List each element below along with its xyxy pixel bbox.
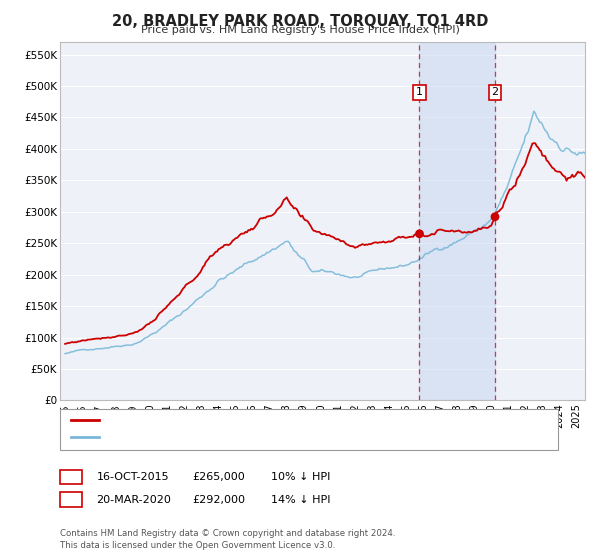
Text: 1: 1 — [67, 472, 74, 482]
Text: £292,000: £292,000 — [193, 494, 245, 505]
Text: 20, BRADLEY PARK ROAD, TORQUAY, TQ1 4RD (detached house): 20, BRADLEY PARK ROAD, TORQUAY, TQ1 4RD … — [106, 416, 441, 425]
Point — [490, 212, 500, 221]
Text: 2: 2 — [67, 494, 74, 505]
Text: 1: 1 — [416, 87, 423, 97]
Point — [415, 229, 424, 238]
Text: 16-OCT-2015: 16-OCT-2015 — [97, 472, 169, 482]
Text: 20, BRADLEY PARK ROAD, TORQUAY, TQ1 4RD: 20, BRADLEY PARK ROAD, TORQUAY, TQ1 4RD — [112, 14, 488, 29]
Text: Contains HM Land Registry data © Crown copyright and database right 2024.: Contains HM Land Registry data © Crown c… — [60, 529, 395, 538]
Text: £265,000: £265,000 — [193, 472, 245, 482]
Text: HPI: Average price, detached house, Torbay: HPI: Average price, detached house, Torb… — [106, 432, 334, 442]
Text: 20-MAR-2020: 20-MAR-2020 — [97, 494, 172, 505]
Text: Price paid vs. HM Land Registry's House Price Index (HPI): Price paid vs. HM Land Registry's House … — [140, 25, 460, 35]
Text: This data is licensed under the Open Government Licence v3.0.: This data is licensed under the Open Gov… — [60, 541, 335, 550]
Text: 10% ↓ HPI: 10% ↓ HPI — [271, 472, 330, 482]
Text: 14% ↓ HPI: 14% ↓ HPI — [271, 494, 330, 505]
Bar — [419, 42, 495, 400]
Text: 2: 2 — [491, 87, 499, 97]
